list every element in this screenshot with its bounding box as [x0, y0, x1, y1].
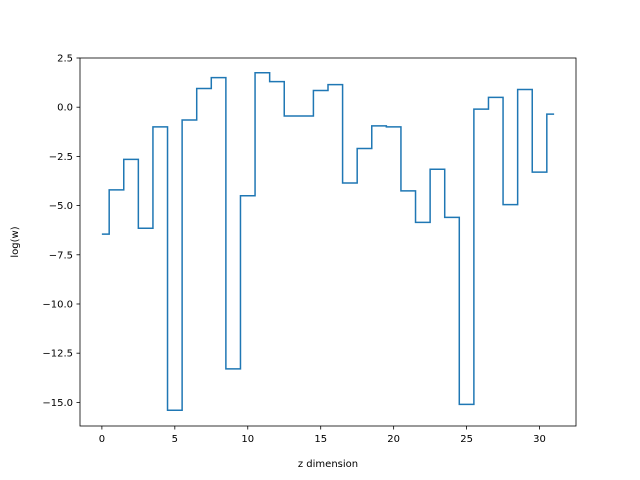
y-tick-label: −10.0 [42, 299, 73, 310]
y-tick-label: −15.0 [42, 398, 73, 409]
x-axis-label: z dimension [298, 459, 358, 470]
y-tick-label: 2.5 [57, 54, 73, 65]
y-axis-label: log(w) [10, 226, 21, 257]
y-tick-label: −5.0 [49, 201, 73, 212]
y-tick-label: −7.5 [49, 250, 73, 261]
x-tick-label: 10 [241, 434, 254, 445]
x-tick-label: 0 [99, 434, 105, 445]
x-tick-label: 5 [172, 434, 178, 445]
x-tick-label: 30 [533, 434, 546, 445]
y-tick-label: −12.5 [42, 349, 73, 360]
plot-area-group [79, 57, 577, 427]
x-tick-label: 15 [314, 434, 327, 445]
y-axis: 2.5 0.0 −2.5 −5.0 −7.5 −10.0 −12.5 −15.0 [42, 54, 80, 409]
x-axis: 0 5 10 15 20 25 30 [99, 426, 546, 445]
y-tick-label: −2.5 [49, 152, 73, 163]
axes-frame [79, 57, 577, 427]
x-tick-label: 25 [460, 434, 473, 445]
x-tick-label: 20 [387, 434, 400, 445]
series-line [101, 72, 555, 412]
y-tick-label: 0.0 [57, 103, 73, 114]
plot-area [80, 58, 576, 426]
